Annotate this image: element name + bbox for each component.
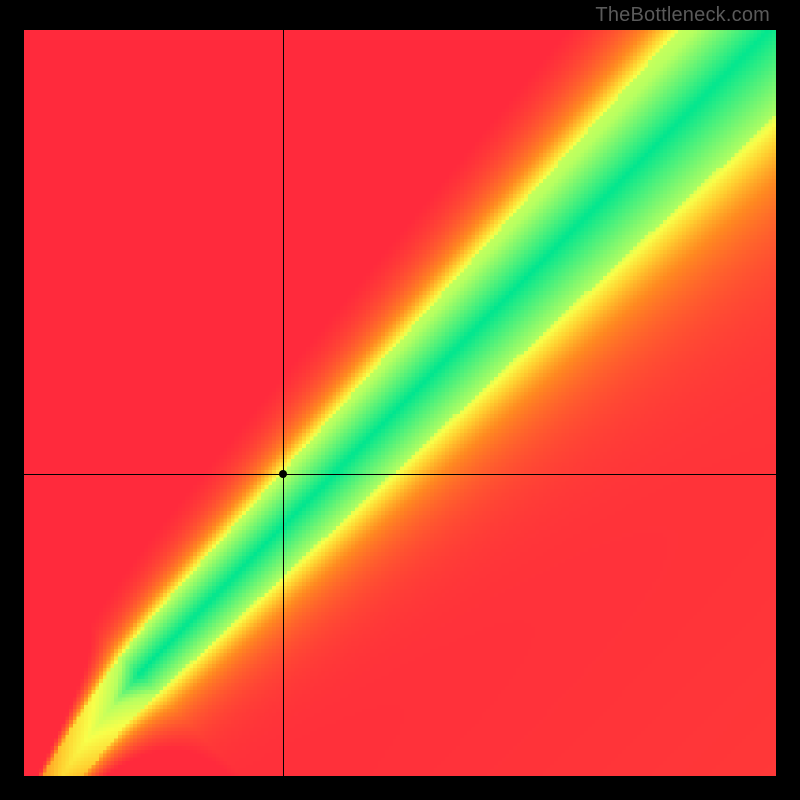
crosshair-vertical: [283, 30, 284, 776]
heatmap-plot: [24, 30, 776, 776]
crosshair-horizontal: [24, 474, 776, 475]
chart-container: TheBottleneck.com: [0, 0, 800, 800]
heatmap-canvas: [24, 30, 776, 776]
watermark-text: TheBottleneck.com: [595, 4, 770, 27]
crosshair-marker: [279, 470, 287, 478]
